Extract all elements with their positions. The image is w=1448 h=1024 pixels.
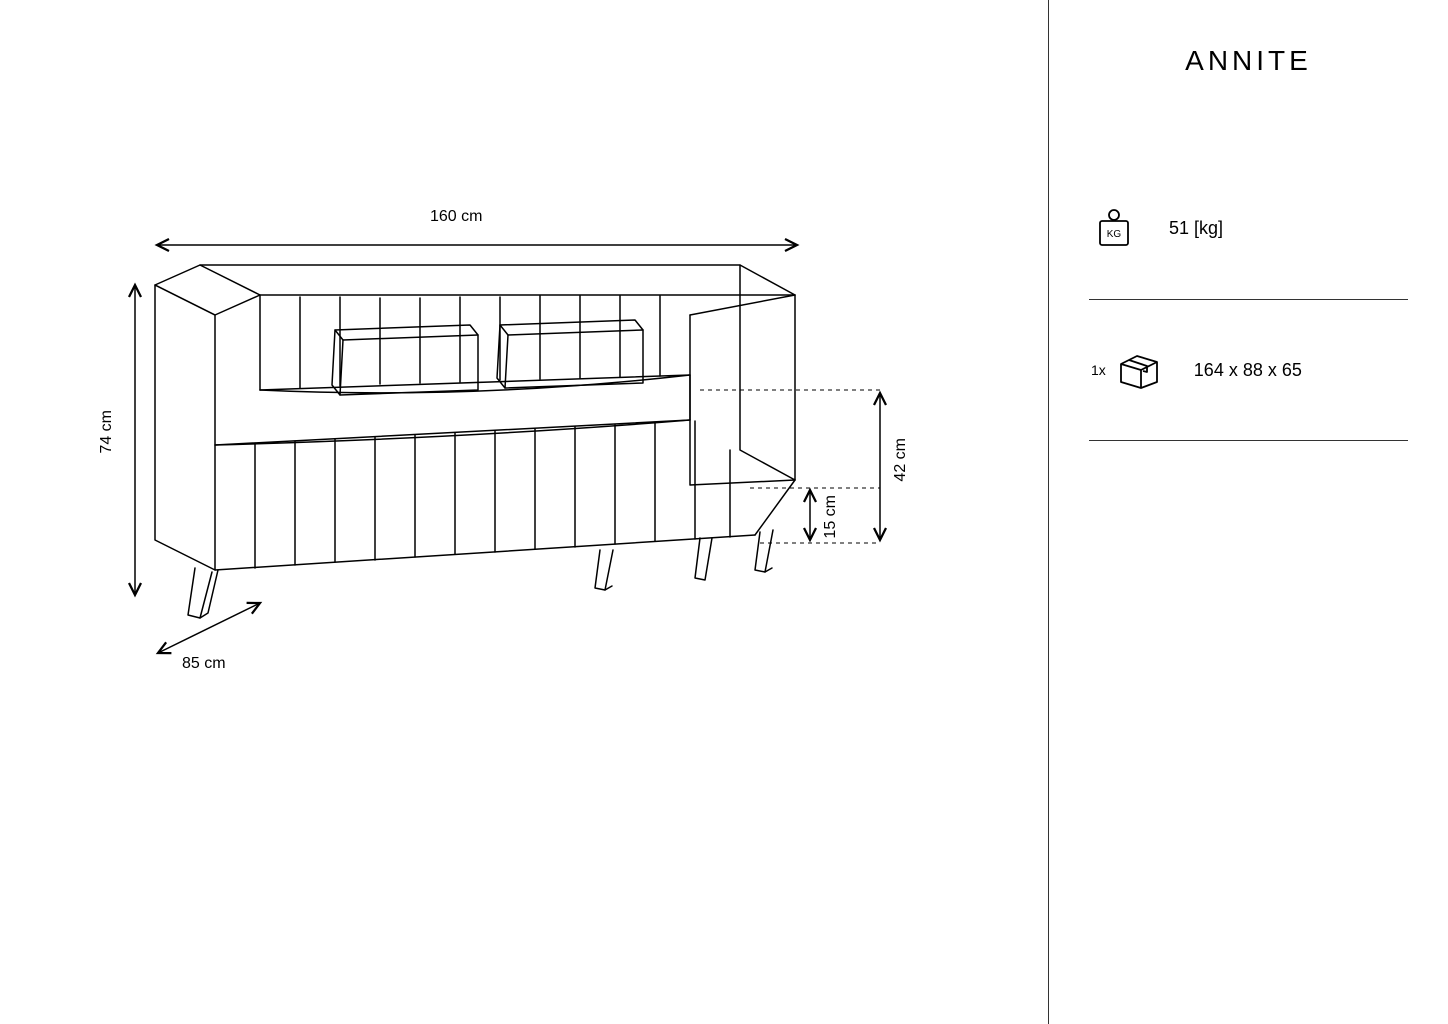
diagram-area: 160 cm 74 cm 85 cm 42 cm 15 cm bbox=[0, 0, 1048, 1024]
divider-2 bbox=[1089, 440, 1408, 441]
box-icon bbox=[1114, 350, 1164, 390]
specs-sidebar: ANNITE KG 51 [kg] 1x bbox=[1048, 0, 1448, 1024]
product-title: ANNITE bbox=[1089, 45, 1408, 77]
package-dims: 164 x 88 x 65 bbox=[1194, 360, 1302, 381]
divider-1 bbox=[1089, 299, 1408, 300]
weight-row: KG 51 [kg] bbox=[1089, 177, 1408, 279]
main-container: 160 cm 74 cm 85 cm 42 cm 15 cm bbox=[0, 0, 1448, 1024]
depth-label: 85 cm bbox=[182, 655, 226, 673]
package-count: 1x bbox=[1091, 362, 1106, 378]
sofa-drawing bbox=[100, 200, 820, 620]
package-row: 1x 164 x 88 x 65 bbox=[1089, 320, 1408, 420]
weight-value: 51 [kg] bbox=[1169, 218, 1223, 239]
svg-text:KG: KG bbox=[1107, 229, 1122, 240]
weight-icon: KG bbox=[1089, 207, 1139, 249]
